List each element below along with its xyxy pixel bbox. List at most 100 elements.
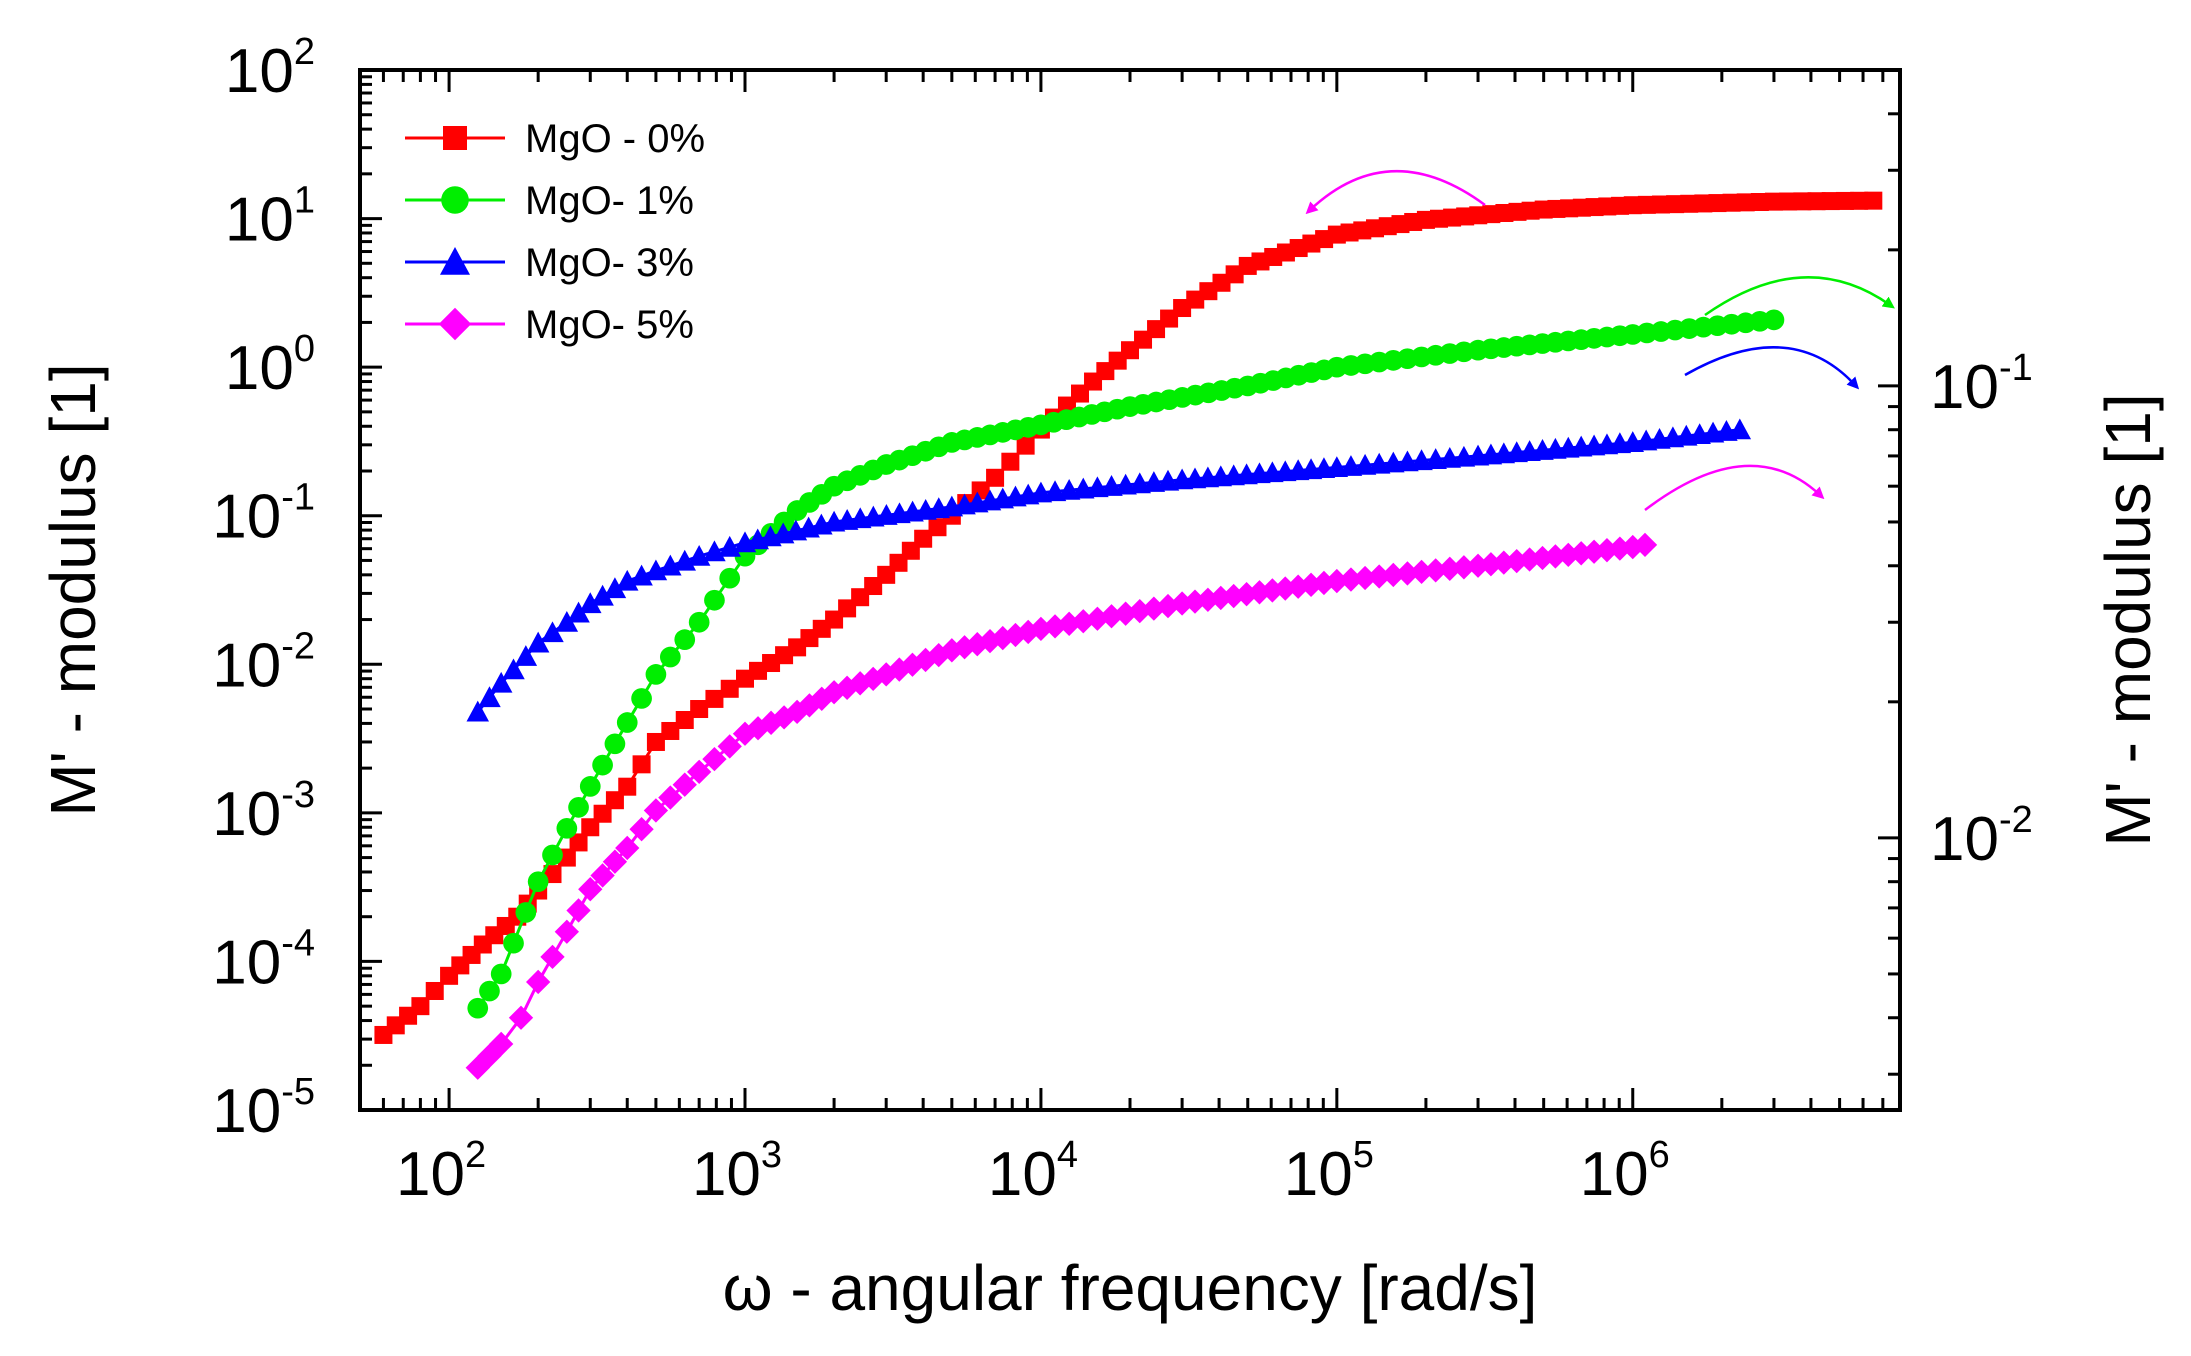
x-tick-label: 104 <box>988 1134 1078 1209</box>
data-point <box>581 818 600 837</box>
legend-item: MgO- 3% <box>405 241 694 285</box>
legend-marker <box>441 186 469 214</box>
data-point <box>1491 550 1516 575</box>
y-tick-label: 10-5 <box>212 1071 315 1146</box>
data-point <box>615 835 640 861</box>
data-point <box>1543 544 1568 569</box>
y-ticks: 10-5 10-4 10-3 10-2 10-1 100 101 102 <box>212 31 382 1146</box>
data-point <box>541 621 564 643</box>
data-point <box>1423 558 1448 583</box>
y-axis-title: M' - modulus [1] <box>37 363 109 816</box>
data-point <box>1451 555 1477 580</box>
data-point <box>1169 591 1195 616</box>
data-point <box>616 712 638 733</box>
data-point <box>1632 532 1658 557</box>
data-point <box>1182 589 1208 614</box>
data-point <box>702 746 727 772</box>
data-point <box>568 796 589 818</box>
x-tick-label: 102 <box>396 1134 486 1209</box>
y2-tick-label: 10-1 <box>1930 347 2033 422</box>
data-point <box>1273 576 1298 601</box>
y2-ticks: 10-1 10-2 <box>1878 68 2033 1076</box>
data-point <box>688 611 710 633</box>
data-point <box>1338 567 1364 592</box>
data-point <box>631 688 652 709</box>
y-tick-label: 10-3 <box>212 774 315 849</box>
data-point <box>674 629 696 650</box>
data-point <box>661 721 680 740</box>
data-point <box>1807 192 1826 211</box>
data-point <box>1381 562 1406 588</box>
data-point <box>1736 193 1755 212</box>
data-point <box>556 817 578 839</box>
data-point <box>687 759 712 784</box>
data-point <box>1260 578 1285 603</box>
data-point <box>603 577 627 599</box>
legend-label: MgO- 5% <box>525 303 694 347</box>
plot-frame <box>358 68 1902 1112</box>
data-point <box>1071 609 1096 634</box>
series-4 <box>465 532 1658 1080</box>
data-point <box>1001 452 1020 471</box>
y2-axis-title: M' - modulus [1] <box>2092 393 2164 846</box>
data-point <box>1221 583 1246 609</box>
data-point <box>1234 582 1259 607</box>
data-point <box>1409 559 1434 585</box>
series-layer <box>374 191 1883 1080</box>
data-point <box>672 772 697 797</box>
x-tick-label: 105 <box>1284 1134 1374 1209</box>
arrow-to-left-axis <box>1305 169 1486 215</box>
y-tick-label: 102 <box>225 31 315 106</box>
data-point <box>425 981 444 1000</box>
data-point <box>705 689 724 708</box>
legend-marker <box>438 307 472 341</box>
x-axis-title: ω - angular frequency [rad/s] <box>723 1252 1538 1324</box>
x-tick-label: 103 <box>692 1134 782 1209</box>
arrow-to-right-axis-blue <box>1684 346 1860 390</box>
data-point <box>1057 611 1082 636</box>
x-ticks: 102 103 104 105 106 <box>358 70 1902 1209</box>
data-point <box>658 785 683 810</box>
data-point <box>719 567 741 589</box>
data-point <box>542 844 563 866</box>
data-point <box>567 601 590 623</box>
data-point <box>1666 195 1685 214</box>
data-point <box>466 700 490 722</box>
data-point <box>632 755 651 774</box>
data-point <box>1835 191 1854 210</box>
data-point <box>503 932 524 954</box>
data-point <box>489 671 513 693</box>
series-3 <box>466 418 1752 722</box>
data-point <box>467 997 489 1019</box>
data-point <box>1750 192 1769 211</box>
data-point <box>1208 585 1233 611</box>
data-point <box>527 871 549 893</box>
data-point <box>1195 587 1221 612</box>
legend-label: MgO- 1% <box>525 179 694 223</box>
data-point <box>1367 564 1392 589</box>
data-point <box>1637 195 1656 214</box>
data-point <box>1623 196 1642 215</box>
data-point <box>1651 195 1670 214</box>
data-point <box>1708 194 1727 213</box>
data-point <box>1680 194 1699 213</box>
data-point <box>1352 565 1378 591</box>
data-point <box>1764 192 1783 211</box>
data-point <box>1247 580 1272 605</box>
data-point <box>1395 561 1420 586</box>
data-point <box>1728 418 1752 440</box>
data-point <box>1850 191 1869 210</box>
data-point <box>645 664 667 685</box>
data-point <box>592 754 613 776</box>
data-point <box>1324 568 1349 594</box>
y-tick-label: 101 <box>225 180 315 255</box>
data-point <box>720 679 739 698</box>
data-point <box>1298 572 1324 597</box>
data-point <box>502 658 525 680</box>
data-point <box>986 468 1005 487</box>
data-point <box>618 777 637 796</box>
data-point <box>477 1043 502 1069</box>
legend-marker <box>440 247 470 275</box>
data-point <box>1016 436 1035 455</box>
